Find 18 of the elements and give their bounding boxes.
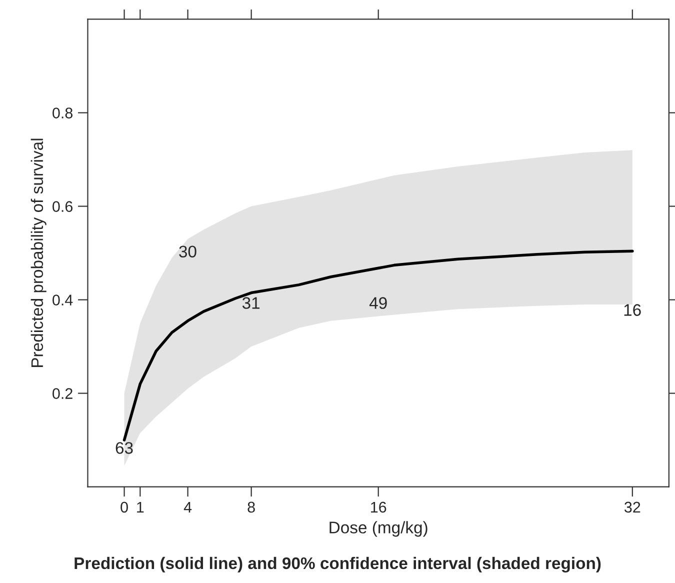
y-tick-label: 0.4	[52, 294, 73, 306]
x-tick-label: 4	[184, 502, 192, 512]
annotation: 63	[116, 442, 133, 454]
annotation: 16	[624, 304, 641, 316]
text: Prediction (solid line) and 90% confidence interval (shaded region)	[74, 556, 601, 573]
y-tick-label: 0.8	[52, 108, 73, 118]
x-axis-title: Dose (mg/kg)	[330, 521, 428, 537]
x-tick-label: 16	[371, 502, 386, 513]
y-tick-label: 0.6	[52, 201, 72, 212]
annotation: 49	[369, 297, 387, 309]
x-tick-label: 0	[120, 502, 128, 513]
annotation: 31	[242, 297, 260, 309]
y-tick-label: 0.2	[52, 388, 72, 399]
y-axis-title: Predicted probability of survival	[30, 138, 46, 367]
x-tick-label: 32	[624, 502, 640, 513]
annotation: 30	[179, 246, 196, 258]
x-tick-label: 1	[137, 502, 144, 512]
x-tick-label: 8	[248, 502, 255, 513]
